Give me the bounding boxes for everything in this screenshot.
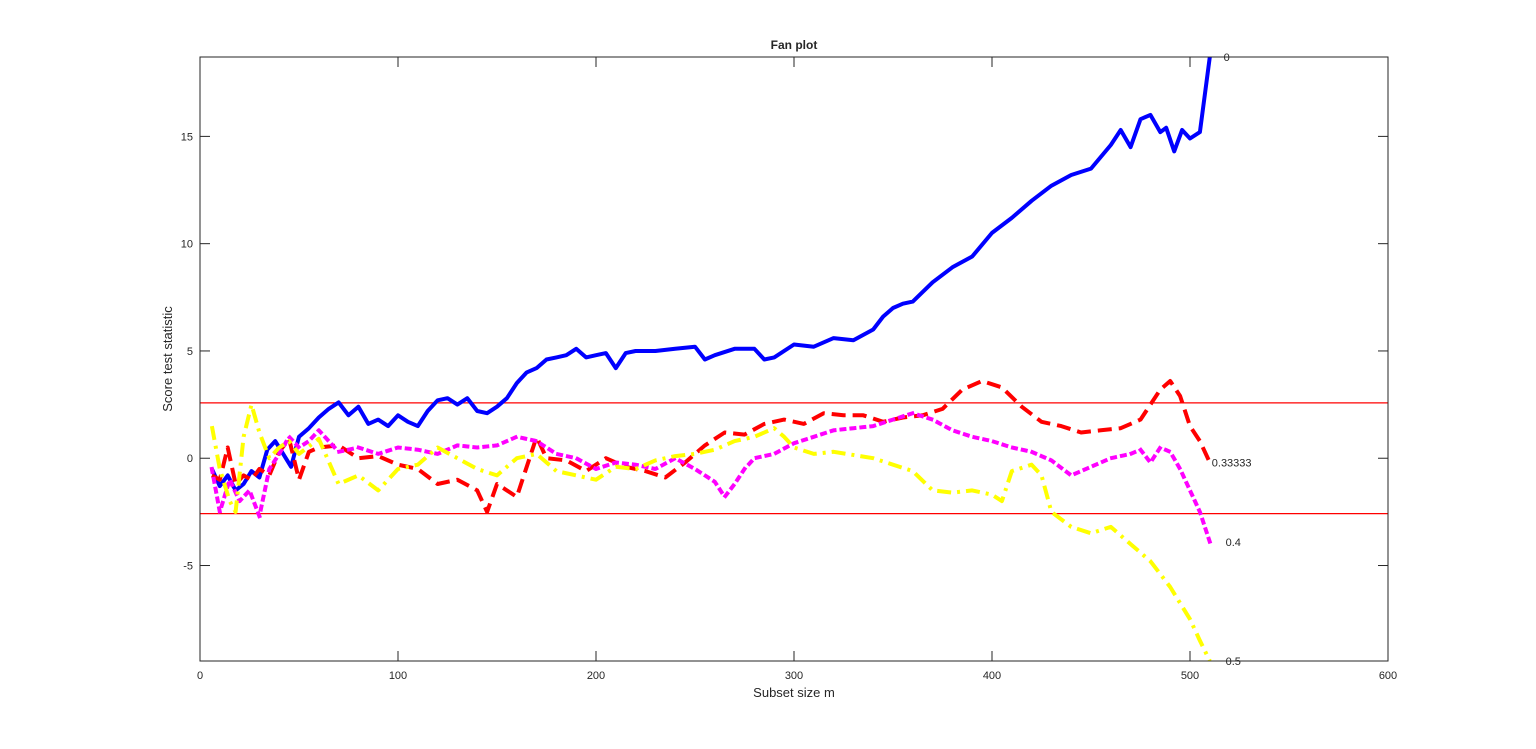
series-line-0-33333 [210,379,1212,514]
x-tick-label: 300 [785,670,803,682]
series-end-label: 0 [1224,52,1230,64]
x-tick-label: 100 [389,670,407,682]
series-end-label: 0.5 [1226,656,1241,668]
x-tick-label: 0 [197,670,203,682]
x-axis-ticks: 0 100 200 300 400 500 600 [197,57,1397,682]
y-axis-label: Score test statistic [160,306,175,412]
chart-title: Fan plot [771,38,818,52]
series-group [209,57,1213,661]
reference-lines [200,402,1388,515]
y-tick-label: 0 [187,453,193,465]
series-line-0 [210,57,1212,493]
y-tick-label: 15 [181,131,193,143]
x-tick-label: 600 [1379,670,1397,682]
axes-box [199,56,1389,662]
y-axis-ticks: -5 0 5 10 15 [181,131,1388,573]
y-tick-label: -5 [183,561,193,573]
x-tick-label: 200 [587,670,605,682]
y-tick-label: 5 [187,346,193,358]
series-end-label: 0.33333 [1212,458,1252,470]
series-labels: 0 0.33333 0.4 0.5 [1212,52,1252,668]
x-axis-label: Subset size m [753,685,835,700]
x-tick-label: 400 [983,670,1001,682]
x-tick-label: 500 [1181,670,1199,682]
series-line-0-4 [209,411,1213,545]
y-tick-label: 10 [181,239,193,251]
series-end-label: 0.4 [1226,537,1241,549]
series-line-0-5 [209,402,1212,661]
